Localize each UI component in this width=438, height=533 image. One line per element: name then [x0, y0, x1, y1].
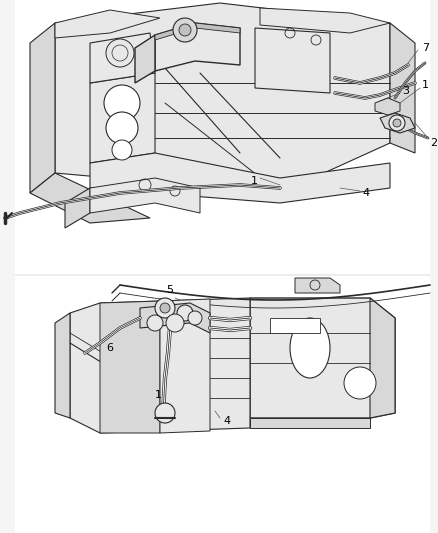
Polygon shape [90, 178, 200, 213]
Text: 1: 1 [422, 80, 429, 90]
Polygon shape [15, 278, 430, 533]
Polygon shape [270, 318, 320, 333]
Polygon shape [55, 3, 390, 193]
Polygon shape [250, 298, 395, 418]
Polygon shape [90, 33, 155, 83]
Polygon shape [65, 188, 90, 228]
Text: 4: 4 [223, 416, 230, 426]
Polygon shape [370, 298, 395, 418]
Polygon shape [90, 73, 155, 163]
Polygon shape [140, 303, 210, 333]
Circle shape [389, 115, 405, 131]
Text: 1: 1 [155, 390, 162, 400]
Text: 4: 4 [362, 188, 369, 198]
Text: 3: 3 [402, 86, 409, 96]
Circle shape [179, 24, 191, 36]
Circle shape [147, 315, 163, 331]
Polygon shape [390, 23, 415, 153]
Circle shape [173, 18, 197, 42]
Text: 6: 6 [106, 343, 113, 353]
Polygon shape [295, 278, 340, 293]
Circle shape [104, 85, 140, 121]
Polygon shape [100, 301, 160, 433]
Polygon shape [155, 23, 240, 71]
Polygon shape [375, 98, 400, 115]
Circle shape [177, 305, 193, 321]
Text: 2: 2 [430, 138, 437, 148]
Circle shape [112, 140, 132, 160]
Polygon shape [160, 299, 210, 433]
Text: 1: 1 [251, 176, 258, 186]
Polygon shape [55, 10, 160, 38]
Polygon shape [255, 28, 330, 93]
Ellipse shape [290, 318, 330, 378]
Circle shape [106, 112, 138, 144]
Polygon shape [250, 418, 370, 428]
Circle shape [393, 119, 401, 127]
Circle shape [155, 298, 175, 318]
Circle shape [188, 311, 202, 325]
Polygon shape [70, 298, 250, 433]
Polygon shape [260, 8, 390, 33]
Circle shape [344, 367, 376, 399]
Polygon shape [135, 35, 155, 83]
Polygon shape [55, 313, 70, 418]
Polygon shape [15, 0, 430, 278]
Polygon shape [90, 153, 390, 203]
Circle shape [155, 403, 175, 423]
Circle shape [160, 303, 170, 313]
Polygon shape [380, 113, 415, 133]
Polygon shape [30, 23, 55, 193]
Text: 5: 5 [166, 285, 173, 295]
Polygon shape [155, 23, 240, 40]
Text: 7: 7 [422, 43, 429, 53]
Polygon shape [30, 173, 150, 223]
Circle shape [166, 314, 184, 332]
